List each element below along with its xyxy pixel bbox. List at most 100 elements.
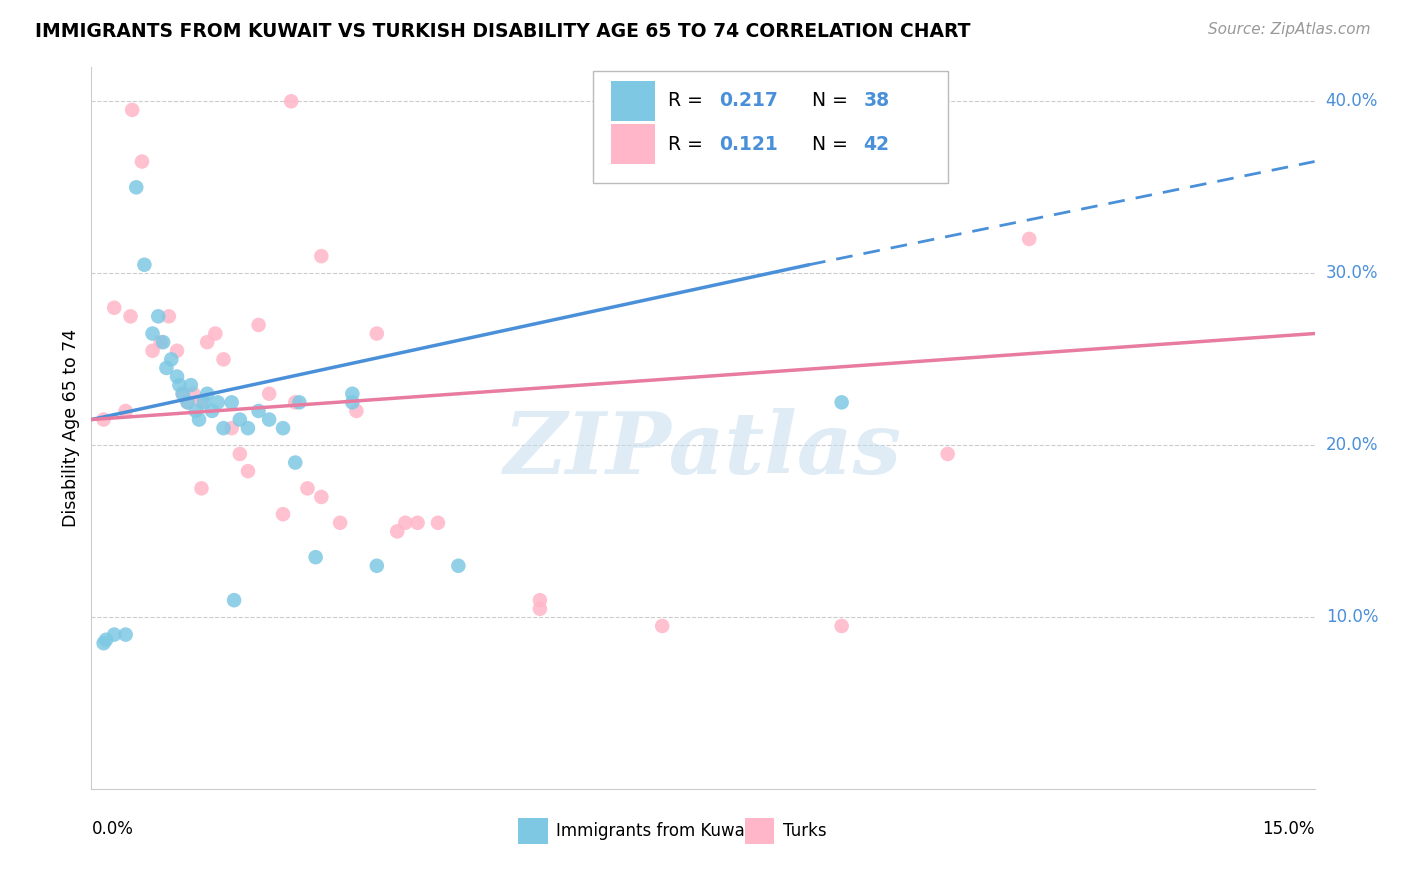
FancyBboxPatch shape — [593, 70, 948, 183]
Point — [311, 490, 333, 504]
Point — [155, 361, 177, 376]
Point — [311, 249, 333, 263]
Point — [366, 558, 388, 573]
Point — [447, 558, 470, 573]
Point — [257, 386, 280, 401]
Point — [125, 180, 148, 194]
Point — [157, 310, 180, 324]
Point — [148, 310, 170, 324]
Point — [247, 318, 270, 332]
Point — [94, 632, 117, 647]
Point — [529, 602, 551, 616]
Point — [271, 421, 294, 435]
Point — [160, 352, 183, 367]
Point — [195, 335, 218, 350]
Point — [284, 456, 307, 470]
Point — [936, 447, 959, 461]
Point — [406, 516, 429, 530]
Point — [141, 343, 163, 358]
Point — [831, 395, 853, 409]
Point — [166, 343, 188, 358]
Text: N =: N = — [811, 91, 853, 111]
Point — [284, 395, 307, 409]
Point — [529, 593, 551, 607]
FancyBboxPatch shape — [612, 80, 655, 121]
Point — [134, 258, 156, 272]
Point — [149, 335, 172, 350]
Point — [204, 326, 226, 341]
Point — [342, 386, 364, 401]
Point — [394, 516, 416, 530]
Point — [236, 464, 259, 478]
Point — [247, 404, 270, 418]
Point — [651, 619, 673, 633]
Text: R =: R = — [668, 91, 709, 111]
Text: 38: 38 — [863, 91, 890, 111]
Point — [176, 395, 198, 409]
Point — [184, 404, 207, 418]
Point — [131, 154, 153, 169]
Point — [93, 636, 115, 650]
Point — [297, 482, 319, 496]
Point — [280, 95, 302, 109]
Point — [176, 395, 198, 409]
Point — [342, 395, 364, 409]
Point — [195, 386, 218, 401]
Point — [201, 404, 224, 418]
Point — [193, 395, 215, 409]
Point — [271, 507, 294, 521]
Point — [114, 404, 136, 418]
Point — [221, 421, 243, 435]
Point — [172, 386, 194, 401]
Point — [114, 627, 136, 641]
Text: 42: 42 — [863, 135, 889, 153]
Point — [346, 404, 368, 418]
Point — [222, 593, 246, 607]
Point — [221, 395, 243, 409]
Point — [427, 516, 450, 530]
Point — [229, 412, 252, 426]
Text: 20.0%: 20.0% — [1326, 436, 1378, 454]
Point — [166, 369, 188, 384]
Point — [385, 524, 409, 539]
Point — [207, 395, 229, 409]
Point — [236, 421, 259, 435]
Point — [93, 412, 115, 426]
Point — [141, 326, 163, 341]
Point — [190, 395, 212, 409]
Point — [229, 447, 252, 461]
Point — [188, 412, 211, 426]
Point — [257, 412, 280, 426]
Point — [212, 421, 235, 435]
Point — [212, 352, 235, 367]
Point — [329, 516, 352, 530]
Point — [172, 386, 194, 401]
Point — [169, 378, 191, 392]
Point — [152, 335, 174, 350]
Text: Turks: Turks — [783, 822, 827, 840]
Text: 0.121: 0.121 — [718, 135, 778, 153]
Text: 10.0%: 10.0% — [1326, 608, 1378, 626]
Text: 0.0%: 0.0% — [91, 820, 134, 838]
Point — [288, 395, 311, 409]
Point — [366, 326, 388, 341]
FancyBboxPatch shape — [519, 818, 548, 845]
Text: IMMIGRANTS FROM KUWAIT VS TURKISH DISABILITY AGE 65 TO 74 CORRELATION CHART: IMMIGRANTS FROM KUWAIT VS TURKISH DISABI… — [35, 22, 970, 41]
Point — [304, 550, 326, 565]
Text: ZIPatlas: ZIPatlas — [503, 408, 903, 491]
Text: N =: N = — [811, 135, 853, 153]
Text: R =: R = — [668, 135, 709, 153]
Text: 30.0%: 30.0% — [1326, 264, 1378, 283]
Text: Immigrants from Kuwait: Immigrants from Kuwait — [557, 822, 756, 840]
Point — [103, 301, 125, 315]
Point — [121, 103, 143, 117]
Point — [1018, 232, 1040, 246]
Text: 40.0%: 40.0% — [1326, 92, 1378, 111]
FancyBboxPatch shape — [745, 818, 773, 845]
Point — [190, 482, 212, 496]
Point — [183, 386, 205, 401]
Text: 0.217: 0.217 — [718, 91, 778, 111]
Point — [103, 627, 125, 641]
Point — [180, 378, 202, 392]
Y-axis label: Disability Age 65 to 74: Disability Age 65 to 74 — [62, 329, 80, 527]
